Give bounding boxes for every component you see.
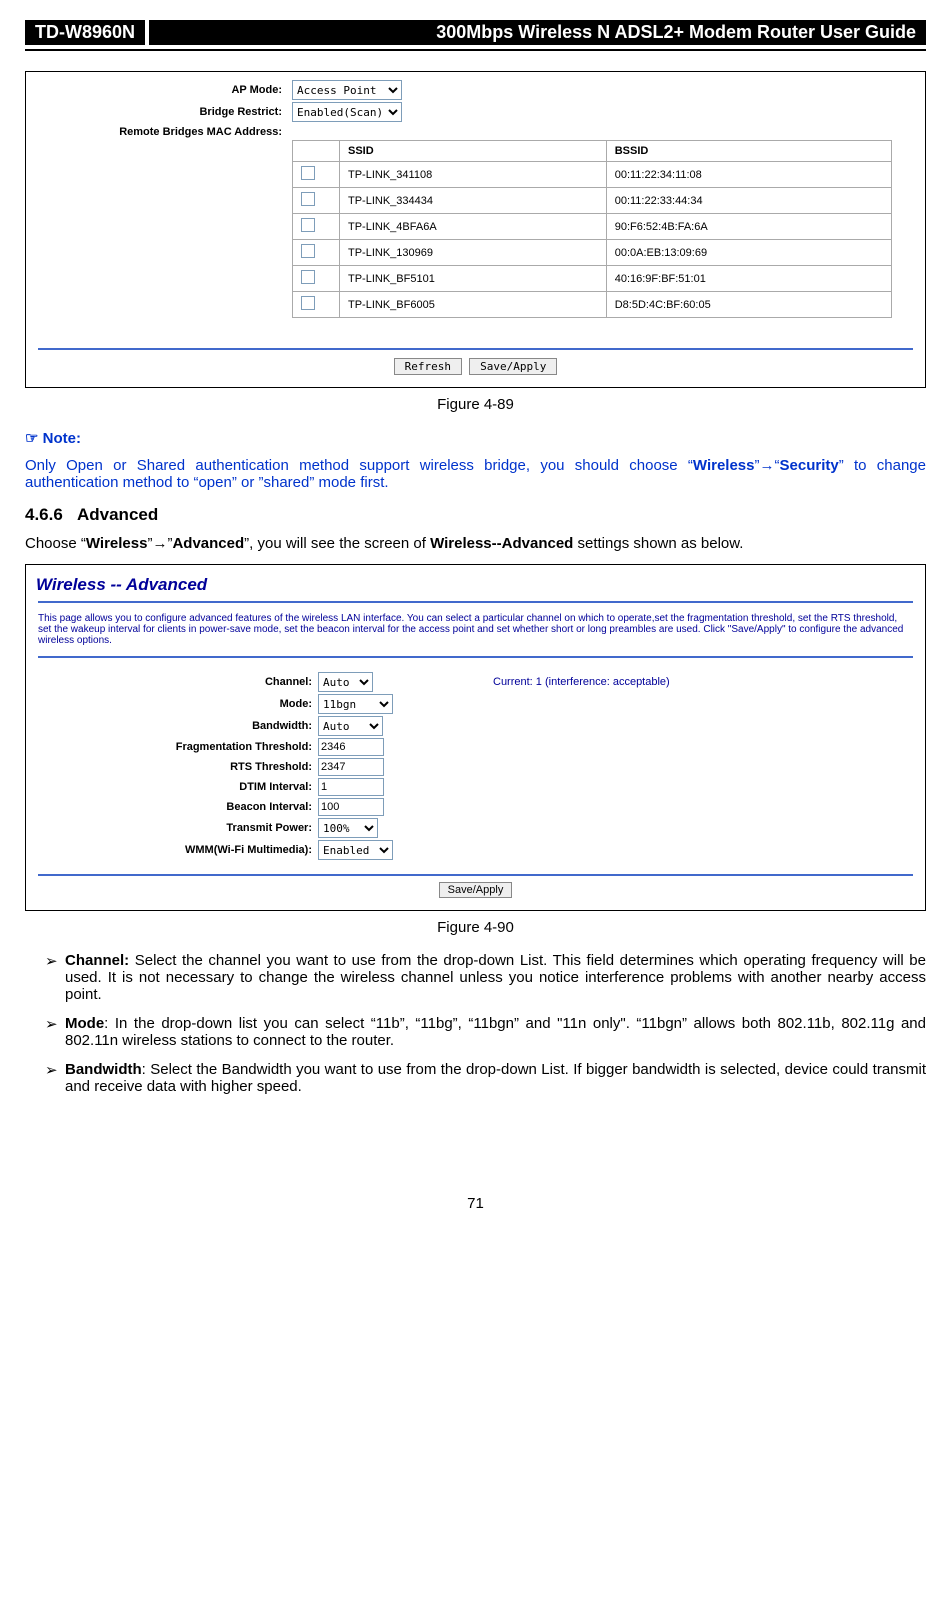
mode-label: Mode: [32,698,318,710]
ssid-cell: TP-LINK_4BFA6A [340,214,607,240]
model-box: TD-W8960N [25,20,145,45]
frag-label: Fragmentation Threshold: [32,741,318,753]
checkbox-icon[interactable] [301,244,315,258]
table-header-checkbox [293,141,340,162]
page-number: 71 [25,1195,926,1212]
channel-label: Channel: [32,676,318,688]
figure-4-89-screenshot: AP Mode: Access Point Bridge Restrict: E… [25,71,926,388]
tx-select[interactable]: 100% [318,818,378,838]
bridge-restrict-select[interactable]: Enabled(Scan) [292,102,402,122]
figure-4-90-caption: Figure 4-90 [25,919,926,936]
checkbox-icon[interactable] [301,270,315,284]
table-row: TP-LINK_BF6005 D8:5D:4C:BF:60:05 [293,292,892,318]
checkbox-icon[interactable] [301,192,315,206]
save-apply-button[interactable]: Save/Apply [439,882,513,898]
bullet-channel-label: Channel: [65,952,129,969]
bullet-channel-text: Select the channel you want to use from … [65,952,926,1003]
ssid-cell: TP-LINK_BF6005 [340,292,607,318]
ap-mode-select[interactable]: Access Point [292,80,402,100]
bandwidth-select[interactable]: Auto [318,716,383,736]
guide-title: 300Mbps Wireless N ADSL2+ Modem Router U… [149,20,926,45]
table-header-bssid: BSSID [606,141,891,162]
bssid-cell: D8:5D:4C:BF:60:05 [606,292,891,318]
bullet-bw-label: Bandwidth [65,1061,142,1078]
table-row: TP-LINK_334434 00:11:22:33:44:34 [293,188,892,214]
remote-bridges-label: Remote Bridges MAC Address: [32,124,292,138]
ssid-cell: TP-LINK_BF5101 [340,266,607,292]
advanced-title: Wireless -- Advanced [32,571,919,595]
list-item: Channel: Select the channel you want to … [45,952,926,1003]
body-w1: Wireless [86,535,148,552]
bullet-bw-text: : Select the Bandwidth you want to use f… [65,1061,926,1095]
body-pre: Choose “ [25,535,86,552]
list-item: Mode: In the drop-down list you can sele… [45,1015,926,1049]
bridge-table: SSID BSSID TP-LINK_341108 00:11:22:34:11… [292,140,892,318]
header-bar: TD-W8960N 300Mbps Wireless N ADSL2+ Mode… [25,20,926,45]
checkbox-icon[interactable] [301,296,315,310]
bullet-mode-label: Mode [65,1015,104,1032]
section-title: Advanced [77,505,158,524]
list-item: Bandwidth: Select the Bandwidth you want… [45,1061,926,1095]
ssid-cell: TP-LINK_341108 [340,162,607,188]
figure-4-89-caption: Figure 4-89 [25,396,926,413]
channel-status: Current: 1 (interference: acceptable) [493,676,670,688]
checkbox-icon[interactable] [301,218,315,232]
divider [38,656,913,658]
table-row: TP-LINK_BF5101 40:16:9F:BF:51:01 [293,266,892,292]
ap-mode-label: AP Mode: [32,84,292,96]
wmm-label: WMM(Wi-Fi Multimedia): [32,844,318,856]
note-text: Only Open or Shared authentication metho… [25,457,926,491]
divider [38,874,913,876]
table-row: TP-LINK_130969 00:0A:EB:13:09:69 [293,240,892,266]
header-underline [25,49,926,51]
bridge-restrict-label: Bridge Restrict: [32,106,292,118]
ssid-cell: TP-LINK_334434 [340,188,607,214]
table-header-ssid: SSID [340,141,607,162]
channel-select[interactable]: Auto [318,672,373,692]
save-apply-button[interactable]: Save/Apply [469,358,557,375]
body-mid: ”, you will see the screen of [244,535,430,552]
rts-label: RTS Threshold: [32,761,318,773]
divider [38,601,913,603]
bssid-cell: 90:F6:52:4B:FA:6A [606,214,891,240]
table-row: TP-LINK_4BFA6A 90:F6:52:4B:FA:6A [293,214,892,240]
refresh-button[interactable]: Refresh [394,358,462,375]
dtim-input[interactable] [318,778,384,796]
tx-label: Transmit Power: [32,822,318,834]
table-row: TP-LINK_341108 00:11:22:34:11:08 [293,162,892,188]
body-post: settings shown as below. [573,535,743,552]
beacon-label: Beacon Interval: [32,801,318,813]
beacon-input[interactable] [318,798,384,816]
bandwidth-label: Bandwidth: [32,720,318,732]
bssid-cell: 00:11:22:33:44:34 [606,188,891,214]
section-body: Choose “Wireless”→”Advanced”, you will s… [25,535,926,552]
dtim-label: DTIM Interval: [32,781,318,793]
note-arrow: ”→“ [755,457,780,474]
bssid-cell: 00:0A:EB:13:09:69 [606,240,891,266]
bullet-list: Channel: Select the channel you want to … [25,952,926,1095]
note-wireless: Wireless [693,457,755,474]
frag-input[interactable] [318,738,384,756]
divider [38,348,913,350]
figure-4-90-screenshot: Wireless -- Advanced This page allows yo… [25,564,926,911]
body-w3: Wireless--Advanced [430,535,573,552]
note-heading: ☞ Note: [25,429,926,447]
section-heading: 4.6.6 Advanced [25,505,926,525]
bssid-cell: 40:16:9F:BF:51:01 [606,266,891,292]
wmm-select[interactable]: Enabled [318,840,393,860]
note-pre: Only Open or Shared authentication metho… [25,457,693,474]
note-security: Security [780,457,839,474]
bssid-cell: 00:11:22:34:11:08 [606,162,891,188]
checkbox-icon[interactable] [301,166,315,180]
mode-select[interactable]: 11bgn [318,694,393,714]
ssid-cell: TP-LINK_130969 [340,240,607,266]
rts-input[interactable] [318,758,384,776]
body-arrow: ”→” [147,535,172,552]
advanced-description: This page allows you to configure advanc… [32,609,919,650]
section-number: 4.6.6 [25,505,63,524]
bullet-mode-text: : In the drop-down list you can select “… [65,1015,926,1049]
body-w2: Advanced [172,535,244,552]
